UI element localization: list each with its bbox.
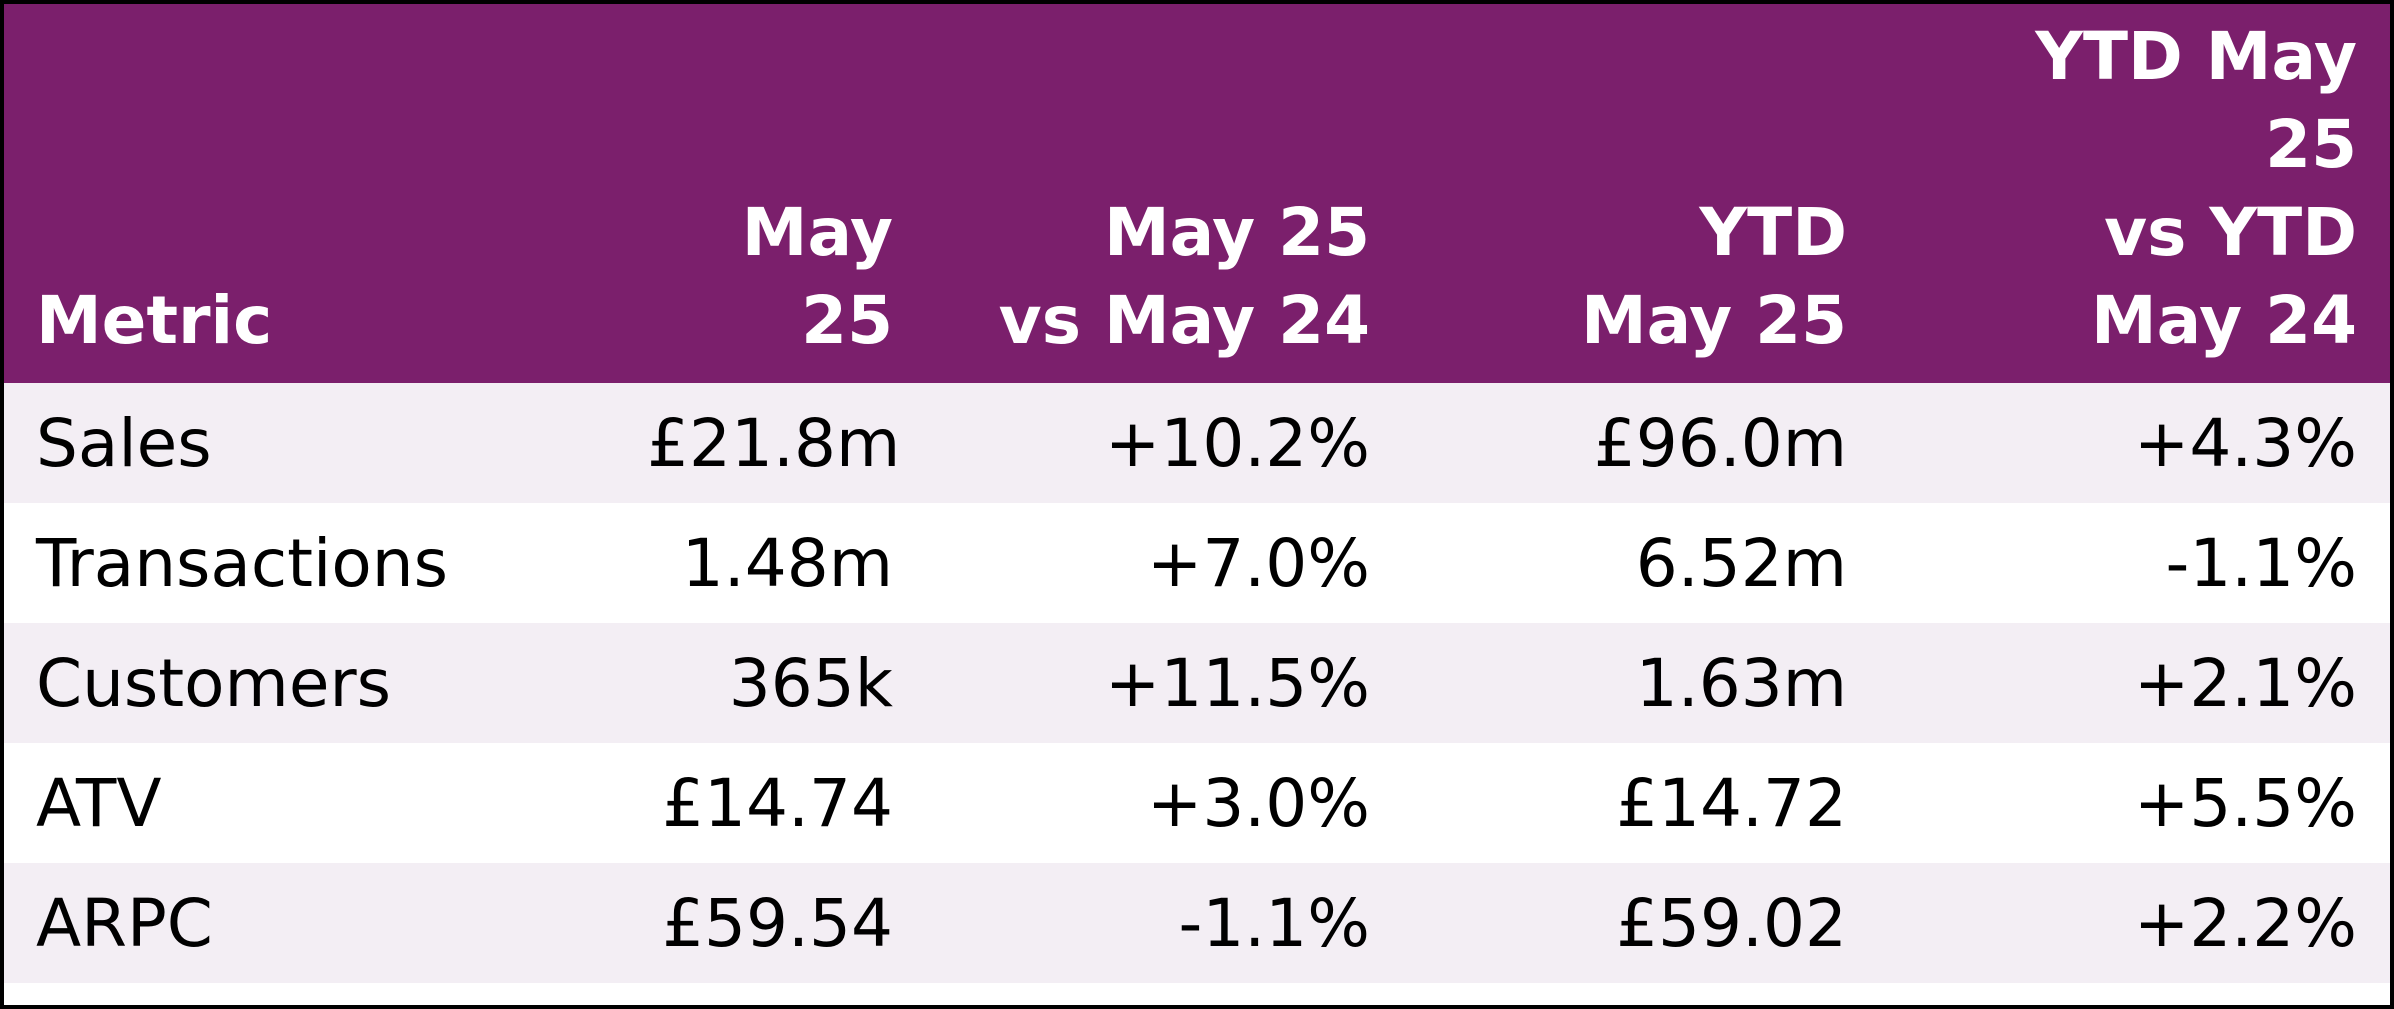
header-may25: May 25 [615, 4, 929, 383]
header-ytd-may25-line-1: YTD [1699, 194, 1847, 271]
header-row: Metric May 25 May 25 vs May 24 YTD May 2… [4, 4, 2390, 383]
header-ytd-vs-ytd-line-4: May 24 [2090, 282, 2357, 359]
table-header: Metric May 25 May 25 vs May 24 YTD May 2… [4, 4, 2390, 383]
table-row-transactions: Transactions 1.48m +7.0% 6.52m -1.1% [4, 503, 2390, 623]
cell-may25: £14.74 [662, 764, 893, 842]
header-may25-vs-may24-line-2: vs May 24 [998, 282, 1370, 359]
header-may25-line-1: May 25 [741, 194, 893, 359]
header-metric-line-1: Metric [36, 282, 273, 359]
table-row-atv: ATV £14.74 +3.0% £14.72 +5.5% [4, 743, 2390, 863]
cell-may25: 1.48m [681, 524, 893, 602]
cell-ytd-may25: £14.72 [1616, 764, 1847, 842]
cell-ytd-vs-ytd: +5.5% [2134, 764, 2357, 842]
cell-ytd-may25: £96.0m [1593, 404, 1847, 482]
header-ytd-vs-ytd-line-1: YTD May [2035, 18, 2357, 95]
cell-ytd-may25: £59.02 [1616, 884, 1847, 962]
cell-metric: ATV [36, 764, 162, 842]
cell-ytd-vs-ytd: -1.1% [2165, 524, 2358, 602]
table-row-arpc: ARPC £59.54 -1.1% £59.02 +2.2% [4, 863, 2390, 983]
metrics-table: Metric May 25 May 25 vs May 24 YTD May 2… [4, 4, 2390, 983]
cell-ytd-may25: 6.52m [1635, 524, 1847, 602]
header-ytd-may25: YTD May 25 [1406, 4, 1883, 383]
header-may25-vs-may24: May 25 vs May 24 [929, 4, 1406, 383]
cell-may25: 365k [728, 644, 893, 722]
cell-may25-vs-may24: +10.2% [1105, 404, 1370, 482]
cell-ytd-may25: 1.63m [1635, 644, 1847, 722]
table-row-customers: Customers 365k +11.5% 1.63m +2.1% [4, 623, 2390, 743]
cell-metric: ARPC [36, 884, 213, 962]
cell-ytd-vs-ytd: +4.3% [2134, 404, 2357, 482]
cell-may25-vs-may24: +3.0% [1147, 764, 1370, 842]
cell-ytd-vs-ytd: +2.1% [2134, 644, 2357, 722]
cell-may25-vs-may24: +11.5% [1105, 644, 1370, 722]
table-body: Sales £21.8m +10.2% £96.0m +4.3% Transac… [4, 383, 2390, 983]
cell-may25: £59.54 [662, 884, 893, 962]
cell-metric: Customers [36, 644, 391, 722]
header-ytd-vs-ytd: YTD May 25 vs YTD May 24 [1883, 4, 2390, 383]
cell-metric: Transactions [36, 524, 448, 602]
cell-may25-vs-may24: +7.0% [1147, 524, 1370, 602]
header-ytd-vs-ytd-line-3: vs YTD [2104, 194, 2357, 271]
table-row-sales: Sales £21.8m +10.2% £96.0m +4.3% [4, 383, 2390, 503]
cell-may25: £21.8m [647, 404, 901, 482]
header-ytd-vs-ytd-line-2: 25 [2265, 106, 2357, 183]
header-ytd-may25-line-2: May 25 [1580, 282, 1847, 359]
header-metric: Metric [4, 4, 615, 383]
cell-may25-vs-may24: -1.1% [1178, 884, 1371, 962]
cell-metric: Sales [36, 404, 212, 482]
header-may25-vs-may24-line-1: May 25 [1103, 194, 1370, 271]
cell-ytd-vs-ytd: +2.2% [2134, 884, 2357, 962]
